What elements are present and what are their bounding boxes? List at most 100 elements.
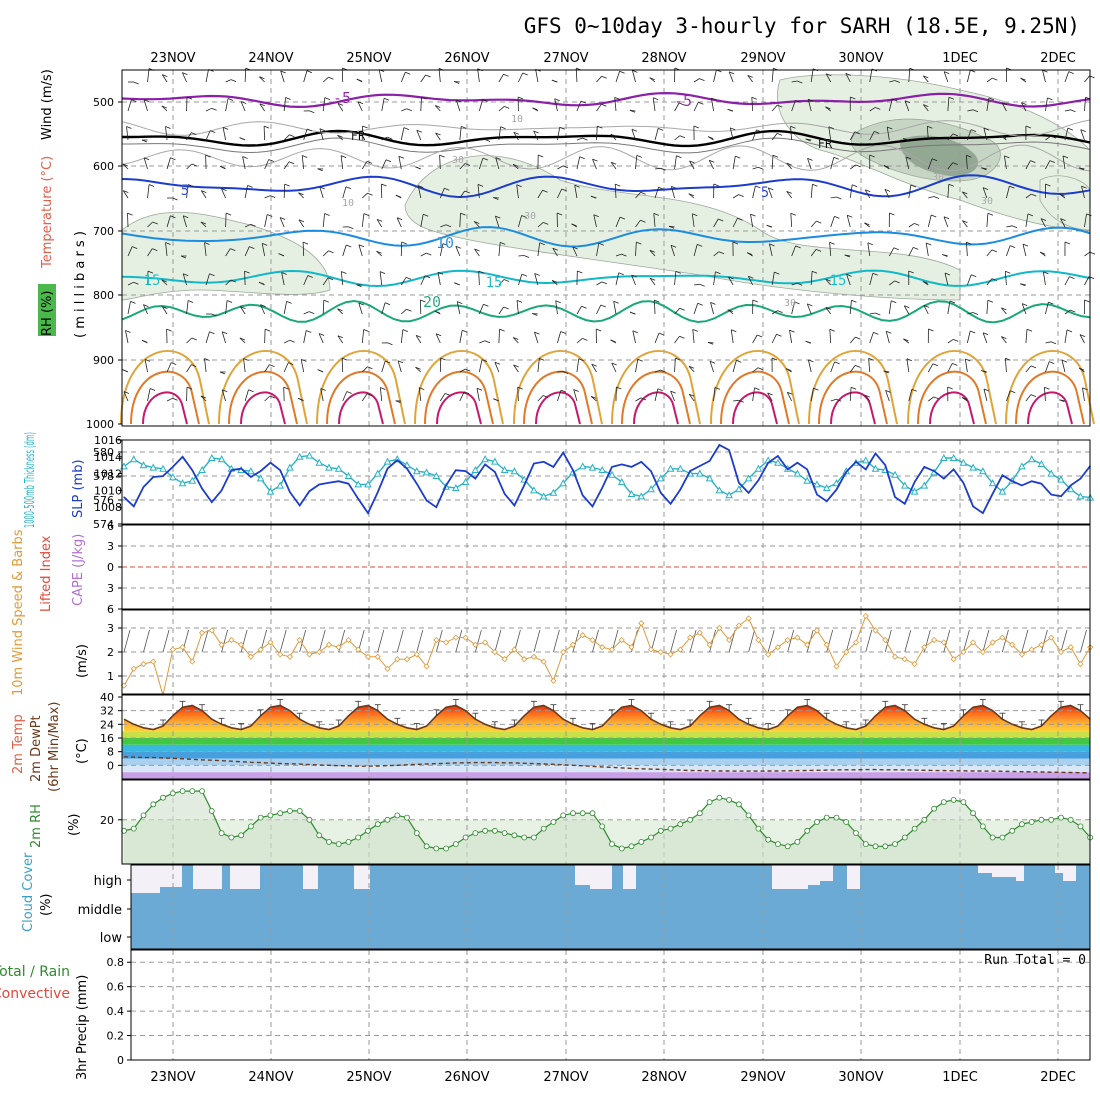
wind-barb (986, 213, 989, 228)
wind-10m-barb (826, 629, 834, 653)
wind-barb (161, 306, 168, 315)
thickness-point (510, 467, 519, 475)
boundary-layer-contour (326, 370, 396, 425)
wind-barb-flag (442, 243, 449, 246)
date-label-bottom: 30NOV (838, 1070, 883, 1085)
wind-barb-flag (850, 386, 857, 390)
wind-barb (573, 389, 578, 402)
wind-speed-point (1018, 651, 1025, 658)
wind-barb (264, 214, 268, 228)
wind-barb (652, 97, 656, 112)
wind-barb-flag (772, 154, 779, 158)
thickness-point (295, 452, 304, 460)
thickness-point (207, 453, 216, 461)
wind-barb-flag (834, 216, 840, 219)
thickness-point (891, 470, 899, 478)
wind-barb-flag (337, 103, 344, 106)
date-label-bottom: 1DEC (942, 1070, 978, 1085)
wind-barb-flag (640, 219, 646, 223)
wind-barb-flag (337, 308, 343, 312)
wind-barb-flag (932, 363, 939, 367)
wind-barb-flag (654, 299, 660, 303)
wind-speed-point (794, 634, 801, 641)
wind-barb-flag (855, 164, 861, 168)
wind-barb (747, 276, 753, 286)
wind-barb-flag (165, 242, 171, 245)
wind-barb (1004, 271, 1007, 286)
thickness-point (608, 470, 616, 478)
wind-10m-barb (474, 629, 482, 653)
wind-barb-flag (805, 340, 811, 344)
wind-barb-flag (543, 222, 549, 225)
wind-speed-point (316, 648, 323, 656)
wind-barb (903, 305, 910, 315)
wind-barb (225, 213, 227, 228)
wind-barb-flag (983, 127, 990, 131)
temperature-band (122, 744, 1090, 752)
wind-barb (537, 242, 541, 257)
wind-barb (225, 248, 231, 257)
contour-20 (121, 299, 1091, 324)
wind-barb (908, 184, 912, 199)
wind-barb-flag (356, 78, 362, 82)
wind-barb (143, 304, 148, 315)
wind-barb (709, 361, 714, 373)
wind-barb (926, 126, 929, 141)
wind-barb-flag (366, 161, 373, 164)
wind-speed-point (696, 629, 703, 636)
wind-barb (771, 334, 777, 344)
wind-barb (728, 71, 734, 83)
wind-barb-flag (905, 156, 912, 160)
wind-speed-point (482, 639, 489, 646)
wind-barb (221, 188, 226, 199)
axis-tick-label: 16 (100, 732, 114, 745)
slp-point (201, 488, 203, 490)
wind-barb-flag (307, 275, 313, 278)
wind-barb-flag (283, 386, 289, 390)
slp-point (435, 506, 437, 508)
rh-2m-point (921, 816, 928, 823)
wind-barb (771, 155, 774, 170)
wind-barb-flag (500, 126, 506, 130)
rh-2m-point (833, 814, 840, 821)
wind-barb (264, 395, 271, 402)
wind-barb (596, 281, 603, 286)
wind-barb-flag (640, 397, 647, 401)
wind-barb-flag (738, 399, 744, 403)
wind-barb-flag (340, 155, 347, 158)
thickness-point (725, 491, 733, 499)
rh-2m-point (775, 841, 781, 847)
wind-barb-flag (348, 226, 354, 230)
slp-point (728, 449, 730, 451)
rh-2m-point (931, 805, 937, 812)
wind-barb (147, 248, 153, 257)
wind-barb (849, 387, 852, 402)
wind-barb (632, 70, 636, 83)
wind-barb (733, 399, 739, 402)
wind-barb-flag (679, 307, 685, 311)
wind-barb (1045, 361, 1050, 373)
wind-barb-flag (580, 100, 587, 104)
wind-barb-flag (966, 241, 972, 245)
thickness-point (1018, 462, 1026, 470)
wind-barb (358, 244, 363, 257)
wind-barb (459, 163, 466, 170)
slp-point (826, 500, 828, 502)
wind-barb (947, 133, 954, 141)
wind-speed-point (423, 663, 430, 670)
thickness-point (178, 479, 187, 487)
wind-barb-flag (165, 126, 171, 129)
wind-barb-flag (420, 299, 426, 303)
rh-2m-point (1028, 819, 1035, 825)
wind-barb (649, 277, 656, 286)
rh-2m-area (124, 791, 1091, 864)
thickness-point (1047, 469, 1056, 477)
wind-barb-flag (851, 299, 857, 303)
slp-point (943, 478, 945, 480)
wind-barb (439, 393, 446, 402)
wind-barb (420, 74, 426, 83)
slp-point (182, 456, 184, 458)
wind-barb-flag (346, 391, 352, 394)
rh-2m-point (140, 812, 147, 819)
